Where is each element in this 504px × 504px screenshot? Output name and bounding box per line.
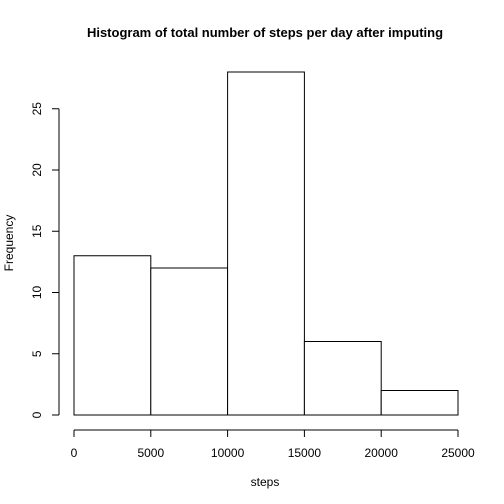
y-tick-label: 20: [30, 163, 44, 177]
x-tick-label: 15000: [288, 446, 322, 460]
x-axis: 0 5000 10000 15000 20000 25000: [71, 429, 475, 460]
y-tick-label: 10: [30, 286, 44, 300]
chart-title: Histogram of total number of steps per d…: [87, 25, 443, 40]
y-tick-label: 15: [30, 224, 44, 238]
y-tick-label: 25: [30, 102, 44, 116]
y-tick-label: 0: [30, 411, 44, 418]
x-tick-label: 10000: [211, 446, 245, 460]
x-tick-label: 0: [71, 446, 78, 460]
bars-group: [73, 71, 459, 416]
histogram-bar: [303, 341, 382, 416]
y-axis: 0 5 10 15 20 25: [30, 102, 60, 418]
histogram-bar: [380, 390, 459, 416]
y-axis-label: Frequency: [2, 215, 16, 272]
x-axis-label: steps: [251, 475, 280, 489]
x-tick-label: 5000: [137, 446, 164, 460]
histogram-bar: [227, 71, 305, 416]
y-tick-label: 5: [30, 350, 44, 357]
histogram-bar: [150, 267, 229, 416]
x-tick-label: 20000: [365, 446, 399, 460]
x-tick-label: 25000: [441, 446, 475, 460]
histogram-bar: [73, 255, 152, 416]
